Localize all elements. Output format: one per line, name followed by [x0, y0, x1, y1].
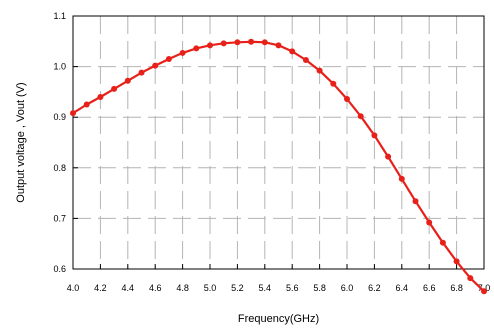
data-point — [220, 40, 227, 47]
data-point — [97, 93, 104, 100]
series-line — [72, 40, 485, 293]
y-tick-label: 1.0 — [53, 62, 66, 72]
data-point — [275, 42, 282, 49]
data-point — [152, 62, 159, 69]
data-point — [207, 42, 213, 49]
data-point — [234, 39, 241, 46]
data-point — [426, 219, 433, 226]
data-point — [124, 77, 131, 84]
x-tick-label: 4.0 — [67, 283, 80, 293]
data-point — [453, 258, 460, 265]
plot-area-frame — [72, 15, 485, 270]
x-tick-label: 6.8 — [450, 283, 463, 293]
y-tick-label: 0.7 — [53, 213, 66, 223]
data-point — [439, 239, 446, 246]
x-tick-label: 6.4 — [396, 283, 409, 293]
data-point — [481, 288, 487, 295]
x-tick-label: 4.6 — [149, 283, 162, 293]
x-tick-label: 5.2 — [231, 283, 244, 293]
x-tick-label: 6.2 — [368, 283, 381, 293]
data-point — [165, 56, 172, 63]
x-axis-label: Frequency(GHz) — [238, 313, 319, 325]
x-tick-label: 4.8 — [176, 283, 189, 293]
data-point — [138, 69, 145, 76]
data-point — [371, 132, 378, 139]
tick-marks — [72, 15, 485, 270]
data-point — [289, 48, 296, 55]
data-point — [357, 113, 364, 120]
x-tick-label: 5.4 — [259, 283, 272, 293]
y-tick-label: 1.1 — [53, 11, 66, 21]
data-point — [344, 95, 350, 102]
series-layer — [70, 38, 487, 295]
x-tick-labels: 4.0 4.2 4.4 4.6 4.8 5.0 5.2 5.4 5.6 5.8 6.0 6.2 6.4 6… — [67, 283, 491, 293]
x-tick-label: 4.2 — [94, 283, 107, 293]
data-point — [385, 153, 392, 160]
grid-lines — [73, 16, 484, 269]
x-tick-label: 5.6 — [286, 283, 299, 293]
data-point — [111, 85, 118, 92]
data-point — [193, 45, 200, 52]
data-point — [398, 175, 405, 182]
data-point — [330, 80, 337, 87]
y-tick-label: 0.8 — [53, 163, 66, 173]
x-tick-label: 7.0 — [478, 283, 491, 293]
x-tick-label: 5.8 — [313, 283, 326, 293]
data-point — [70, 110, 76, 117]
x-tick-label: 4.4 — [122, 283, 135, 293]
y-axis-label: Output voltage , Vout (V) — [15, 82, 27, 202]
x-tick-label: 6.0 — [341, 283, 354, 293]
x-tick-label: 5.0 — [204, 283, 217, 293]
data-point — [316, 67, 323, 74]
data-point — [412, 198, 419, 205]
data-point — [83, 101, 90, 108]
data-point — [261, 39, 268, 46]
data-point — [467, 275, 474, 282]
y-tick-label: 0.6 — [53, 264, 66, 274]
y-tick-labels: 0.6 0.7 0.8 0.9 1.0 1.1 — [53, 11, 66, 274]
x-tick-label: 6.6 — [423, 283, 436, 293]
y-tick-label: 0.9 — [53, 112, 66, 122]
data-point — [248, 38, 255, 45]
data-point — [302, 57, 309, 64]
data-point — [179, 49, 186, 56]
